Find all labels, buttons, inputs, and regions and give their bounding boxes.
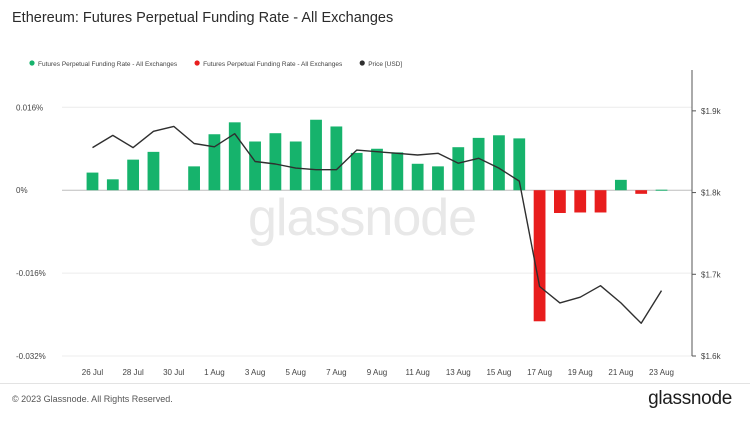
funding-rate-bar-negative xyxy=(574,190,586,212)
x-tick-label: 7 Aug xyxy=(326,368,346,377)
x-tick-label: 13 Aug xyxy=(446,368,471,377)
funding-rate-bar-positive xyxy=(87,173,99,191)
x-tick-label: 21 Aug xyxy=(608,368,633,377)
legend-label[interactable]: Futures Perpetual Funding Rate - All Exc… xyxy=(38,61,178,68)
x-tick-label: 19 Aug xyxy=(568,368,593,377)
funding-rate-bar-negative xyxy=(554,190,566,213)
funding-rate-bar-negative xyxy=(534,190,546,321)
funding-rate-bar-positive xyxy=(330,126,342,190)
funding-rate-bar-positive xyxy=(290,142,302,191)
x-tick-label: 17 Aug xyxy=(527,368,552,377)
funding-rate-bar-positive xyxy=(188,166,200,190)
funding-rate-bar-positive xyxy=(127,160,139,191)
x-tick-label: 1 Aug xyxy=(204,368,224,377)
x-tick-label: 26 Jul xyxy=(82,368,104,377)
funding-rate-bar-negative xyxy=(595,190,607,212)
funding-rate-bar-positive xyxy=(269,133,281,190)
funding-rate-bar-positive xyxy=(391,152,403,190)
y-left-tick-label: -0.032% xyxy=(16,352,46,361)
funding-rate-bar-positive xyxy=(107,179,119,190)
funding-rate-bar-positive xyxy=(615,180,627,190)
legend-marker xyxy=(195,60,200,65)
funding-rate-bar-positive xyxy=(148,152,160,190)
y-right-tick-label: $1.6k xyxy=(701,352,722,361)
funding-rate-bar-positive xyxy=(432,166,444,190)
y-right-tick-label: $1.7k xyxy=(701,270,722,279)
footer-divider xyxy=(0,383,750,384)
x-tick-label: 11 Aug xyxy=(405,368,429,377)
funding-rate-bar-positive xyxy=(452,147,464,190)
funding-rate-bar-positive xyxy=(209,134,221,190)
x-tick-label: 9 Aug xyxy=(367,368,387,377)
y-right-tick-label: $1.8k xyxy=(701,189,722,198)
y-left-tick-label: 0% xyxy=(16,186,28,195)
funding-rate-bar-positive xyxy=(493,135,505,190)
legend-marker xyxy=(360,60,365,65)
legend-label[interactable]: Price [USD] xyxy=(368,61,402,68)
funding-rate-bar-positive xyxy=(412,164,424,190)
funding-rate-bar-positive xyxy=(656,190,668,191)
x-tick-label: 23 Aug xyxy=(649,368,674,377)
funding-rate-bar-negative xyxy=(635,190,647,194)
y-left-tick-label: -0.016% xyxy=(16,269,46,278)
y-right-tick-label: $1.9k xyxy=(701,107,722,116)
x-tick-label: 3 Aug xyxy=(245,368,265,377)
x-tick-label: 30 Jul xyxy=(163,368,185,377)
y-left-tick-label: 0.016% xyxy=(16,103,43,112)
x-tick-label: 5 Aug xyxy=(285,368,305,377)
funding-rate-bar-positive xyxy=(371,149,383,190)
legend-marker xyxy=(29,60,34,65)
x-tick-label: 28 Jul xyxy=(122,368,144,377)
legend-label[interactable]: Futures Perpetual Funding Rate - All Exc… xyxy=(203,61,343,68)
funding-rate-bar-positive xyxy=(473,138,485,190)
copyright-text: © 2023 Glassnode. All Rights Reserved. xyxy=(12,394,173,404)
brand-logo[interactable]: glassnode xyxy=(648,388,732,410)
funding-rate-bar-positive xyxy=(229,122,241,190)
funding-rate-bar-positive xyxy=(310,120,322,190)
funding-rate-bar-positive xyxy=(249,142,261,191)
funding-rate-bar-positive xyxy=(351,153,363,190)
x-tick-label: 15 Aug xyxy=(486,368,511,377)
